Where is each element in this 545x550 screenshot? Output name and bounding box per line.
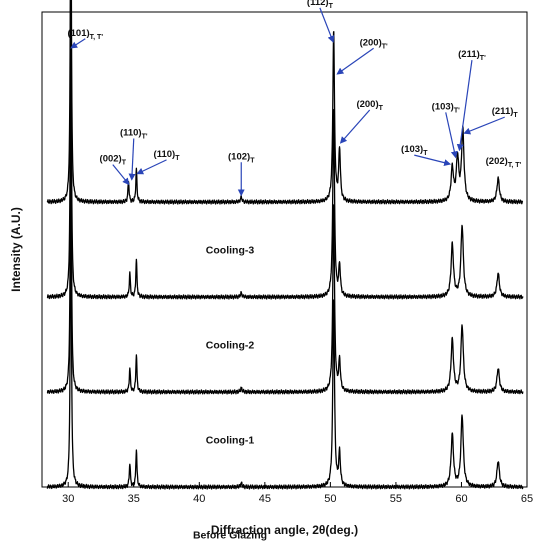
peak-arrow-2 xyxy=(128,138,136,181)
x-tick-label: 65 xyxy=(521,493,533,505)
x-axis-ticks: 30 35 40 45 50 55 60 65 xyxy=(62,482,533,505)
trace-label-0: Before Glazing xyxy=(193,530,267,542)
peak-arrow-9 xyxy=(445,112,458,159)
peak-label-0: (101)T, T' xyxy=(67,28,103,41)
peak-label-8: (103)T xyxy=(401,144,428,157)
x-tick-label: 60 xyxy=(455,493,467,505)
peak-arrow-10 xyxy=(456,60,473,152)
peak-label-3: (110)T xyxy=(154,149,181,162)
trace-label-1: Cooling-1 xyxy=(206,435,255,447)
peak-arrow-7 xyxy=(339,109,371,144)
peak-arrow-11 xyxy=(463,116,505,135)
x-tick-label: 35 xyxy=(128,493,140,505)
x-tick-label: 30 xyxy=(62,493,74,505)
peak-arrow-8 xyxy=(414,154,452,167)
x-tick-label: 40 xyxy=(193,493,205,505)
peak-arrow-1 xyxy=(112,164,130,186)
peak-label-10: (211)T' xyxy=(458,49,486,62)
plot-frame xyxy=(41,11,528,488)
peak-label-9: (103)T' xyxy=(432,101,460,114)
x-tick-label: 55 xyxy=(390,493,402,505)
peak-label-2: (110)T' xyxy=(120,128,148,141)
trace-line-1 xyxy=(46,58,524,395)
peak-annotations: (101)T, T' (002)T (110)T' (110)T (102)T (112)… xyxy=(67,0,522,197)
trace-line-3 xyxy=(46,0,524,205)
trace-labels: Before Glazing Cooling-1 Cooling-2 Cooling-… xyxy=(193,245,267,542)
trace-label-2: Cooling-2 xyxy=(206,340,255,352)
peak-label-11: (211)T xyxy=(492,106,519,119)
trace-line-2 xyxy=(46,0,524,300)
peak-label-1: (002)T xyxy=(100,154,127,167)
y-axis-title: Intensity (A.U.) xyxy=(9,207,23,292)
peak-arrow-0 xyxy=(70,38,86,49)
x-tick-label: 45 xyxy=(259,493,271,505)
peak-arrow-3 xyxy=(136,159,167,175)
trace-label-3: Cooling-3 xyxy=(206,245,255,257)
peak-label-7: (200)T xyxy=(356,99,383,112)
peak-arrow-5 xyxy=(319,7,335,43)
peak-label-12: (202)T, T' xyxy=(486,156,522,169)
diffraction-traces xyxy=(46,0,524,490)
peak-label-5: (112)T xyxy=(307,0,334,10)
peak-label-6: (200)T' xyxy=(360,37,388,50)
x-tick-label: 50 xyxy=(324,493,336,505)
x-axis-title: Diffraction angle, 2θ(deg.) xyxy=(211,523,358,537)
peak-arrow-6 xyxy=(336,47,374,75)
trace-line-0 xyxy=(46,152,524,490)
peak-label-4: (102)T xyxy=(228,151,255,164)
